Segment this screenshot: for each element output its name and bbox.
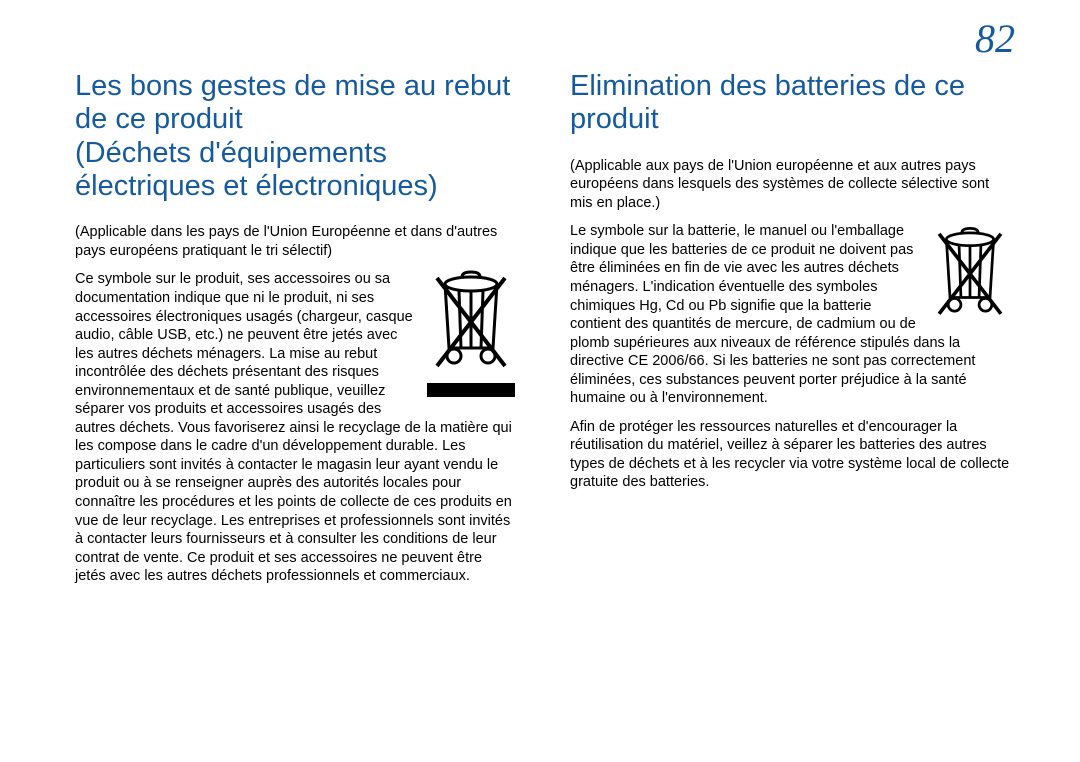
crossed-out-wheeled-bin-icon: [427, 270, 515, 397]
left-heading: Les bons gestes de mise au rebut de ce p…: [75, 70, 515, 203]
crossed-out-wheeled-bin-icon: [930, 222, 1010, 327]
left-heading-line1: Les bons gestes de mise au rebut de ce p…: [75, 70, 510, 135]
page-number: 82: [975, 15, 1015, 62]
left-icon-text-block: Ce symbole sur le produit, ses accessoir…: [75, 270, 515, 595]
right-para1: (Applicable aux pays de l'Union européen…: [570, 157, 1010, 213]
left-column: Les bons gestes de mise au rebut de ce p…: [75, 70, 515, 596]
right-icon-text-block: Le symbole sur la batterie, le manuel ou…: [570, 222, 1010, 417]
right-column: Elimination des batteries de ce produit …: [570, 70, 1010, 596]
left-heading-line2: (Déchets d'équipements électriques et él…: [75, 137, 438, 202]
right-heading: Elimination des batteries de ce produit: [570, 70, 1010, 137]
right-para3: Afin de protéger les ressources naturell…: [570, 418, 1010, 492]
black-bar-indicator: [427, 383, 515, 397]
left-para1: (Applicable dans les pays de l'Union Eur…: [75, 223, 515, 260]
two-column-layout: Les bons gestes de mise au rebut de ce p…: [75, 70, 1010, 596]
